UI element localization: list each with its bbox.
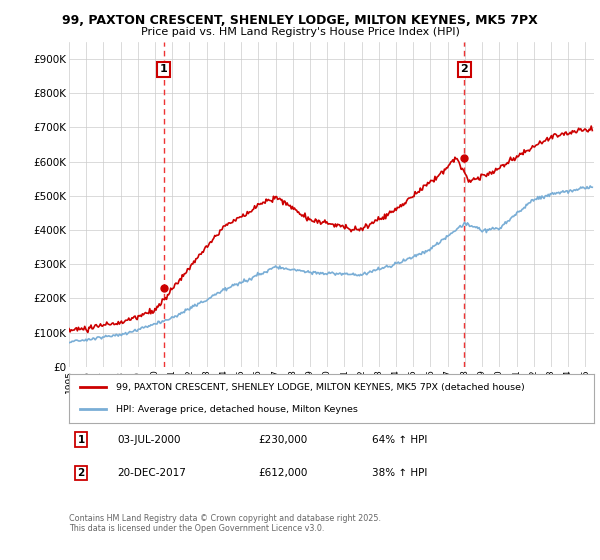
Text: HPI: Average price, detached house, Milton Keynes: HPI: Average price, detached house, Milt…: [116, 404, 358, 413]
Text: 20-DEC-2017: 20-DEC-2017: [117, 468, 186, 478]
Text: £612,000: £612,000: [258, 468, 307, 478]
Text: 03-JUL-2000: 03-JUL-2000: [117, 435, 181, 445]
Text: Price paid vs. HM Land Registry's House Price Index (HPI): Price paid vs. HM Land Registry's House …: [140, 27, 460, 37]
Text: 99, PAXTON CRESCENT, SHENLEY LODGE, MILTON KEYNES, MK5 7PX (detached house): 99, PAXTON CRESCENT, SHENLEY LODGE, MILT…: [116, 383, 525, 392]
Text: £230,000: £230,000: [258, 435, 307, 445]
Text: 1: 1: [77, 435, 85, 445]
Text: 2: 2: [461, 64, 468, 74]
Text: 38% ↑ HPI: 38% ↑ HPI: [372, 468, 427, 478]
Text: Contains HM Land Registry data © Crown copyright and database right 2025.
This d: Contains HM Land Registry data © Crown c…: [69, 514, 381, 534]
Text: 64% ↑ HPI: 64% ↑ HPI: [372, 435, 427, 445]
Text: 99, PAXTON CRESCENT, SHENLEY LODGE, MILTON KEYNES, MK5 7PX: 99, PAXTON CRESCENT, SHENLEY LODGE, MILT…: [62, 14, 538, 27]
Text: 2: 2: [77, 468, 85, 478]
Text: 1: 1: [160, 64, 167, 74]
